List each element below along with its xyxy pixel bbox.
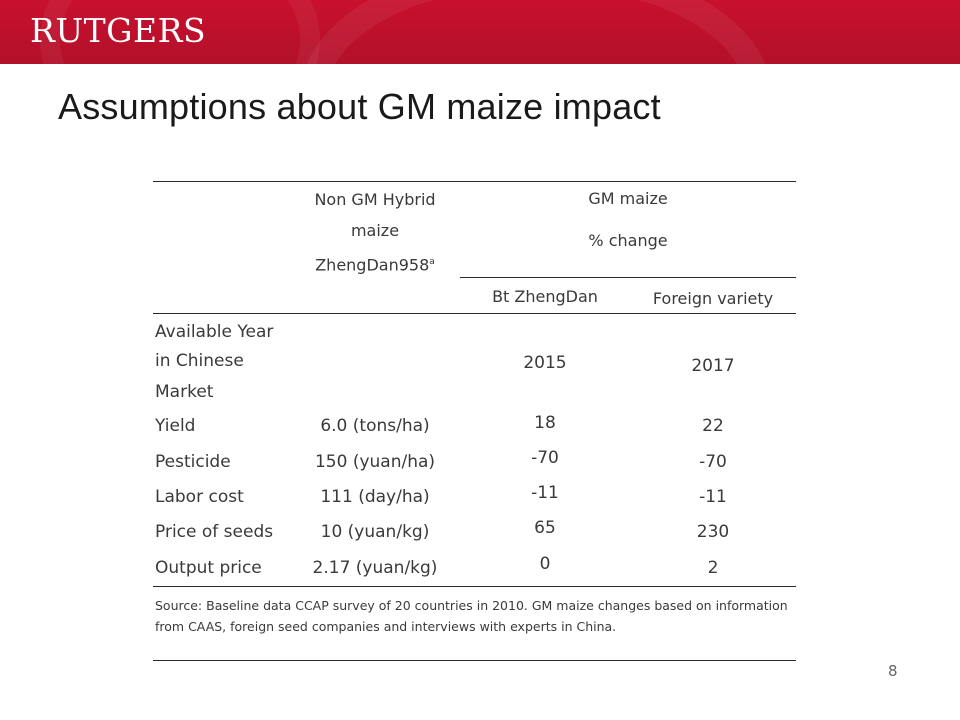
row-bt-value: -70 bbox=[531, 448, 559, 468]
row-bt-value: -11 bbox=[531, 483, 559, 503]
seal-watermark bbox=[40, 0, 320, 64]
row-nongm-value: 111 (day/ha) bbox=[320, 487, 430, 507]
table-bottom-rule bbox=[153, 660, 796, 661]
header-gm-title: GM maize bbox=[588, 189, 668, 208]
seal-watermark bbox=[300, 0, 772, 64]
row-label: Pesticide bbox=[155, 452, 231, 472]
row-label: Labor cost bbox=[155, 487, 244, 507]
row-foreign-value: 22 bbox=[702, 416, 724, 436]
header-nongm-line3: ZhengDan958a bbox=[290, 247, 460, 280]
page-number: 8 bbox=[888, 662, 898, 680]
row-nongm-value: 6.0 (tons/ha) bbox=[320, 416, 430, 436]
subheader-bt: Bt ZhengDan bbox=[492, 287, 598, 306]
row-foreign-value: -70 bbox=[699, 452, 727, 472]
row-bt-value: 0 bbox=[539, 554, 551, 574]
row-available-foreign: 2017 bbox=[691, 356, 735, 376]
header-nongm-line1: Non GM Hybrid bbox=[314, 190, 436, 209]
row-foreign-value: 2 bbox=[707, 558, 719, 578]
table-body-bottom-rule bbox=[153, 586, 796, 587]
row-available-label-3: Market bbox=[155, 382, 214, 402]
row-foreign-value: 230 bbox=[696, 522, 730, 542]
rutgers-logo: RUTGERS bbox=[30, 11, 207, 50]
row-label: Yield bbox=[155, 416, 196, 436]
header-bar: RUTGERS bbox=[0, 0, 960, 64]
gm-subheader-rule bbox=[460, 277, 796, 278]
header-nongm-line2: maize bbox=[350, 221, 400, 240]
table-source-note: Source: Baseline data CCAP survey of 20 … bbox=[155, 598, 788, 634]
header-nongm-variety: ZhengDan958 bbox=[315, 255, 430, 275]
row-available-label-1: Available Year bbox=[155, 322, 274, 342]
row-label: Price of seeds bbox=[155, 522, 274, 542]
row-bt-value: 18 bbox=[534, 413, 556, 433]
row-bt-value: 65 bbox=[534, 518, 556, 538]
footnote-marker: a bbox=[429, 257, 435, 267]
row-nongm-value: 2.17 (yuan/kg) bbox=[312, 558, 438, 578]
subheader-foreign: Foreign variety bbox=[652, 289, 774, 308]
header-gm-subtitle: % change bbox=[588, 231, 668, 250]
row-label: Output price bbox=[155, 558, 262, 578]
row-foreign-value: -11 bbox=[699, 487, 727, 507]
row-available-label-2: in Chinese bbox=[155, 351, 244, 371]
row-nongm-value: 10 (yuan/kg) bbox=[320, 522, 430, 542]
table-top-rule bbox=[153, 181, 796, 182]
header-bottom-rule bbox=[153, 313, 796, 314]
row-available-bt: 2015 bbox=[523, 353, 567, 373]
slide-title: Assumptions about GM maize impact bbox=[58, 86, 661, 127]
row-nongm-value: 150 (yuan/ha) bbox=[314, 452, 436, 472]
